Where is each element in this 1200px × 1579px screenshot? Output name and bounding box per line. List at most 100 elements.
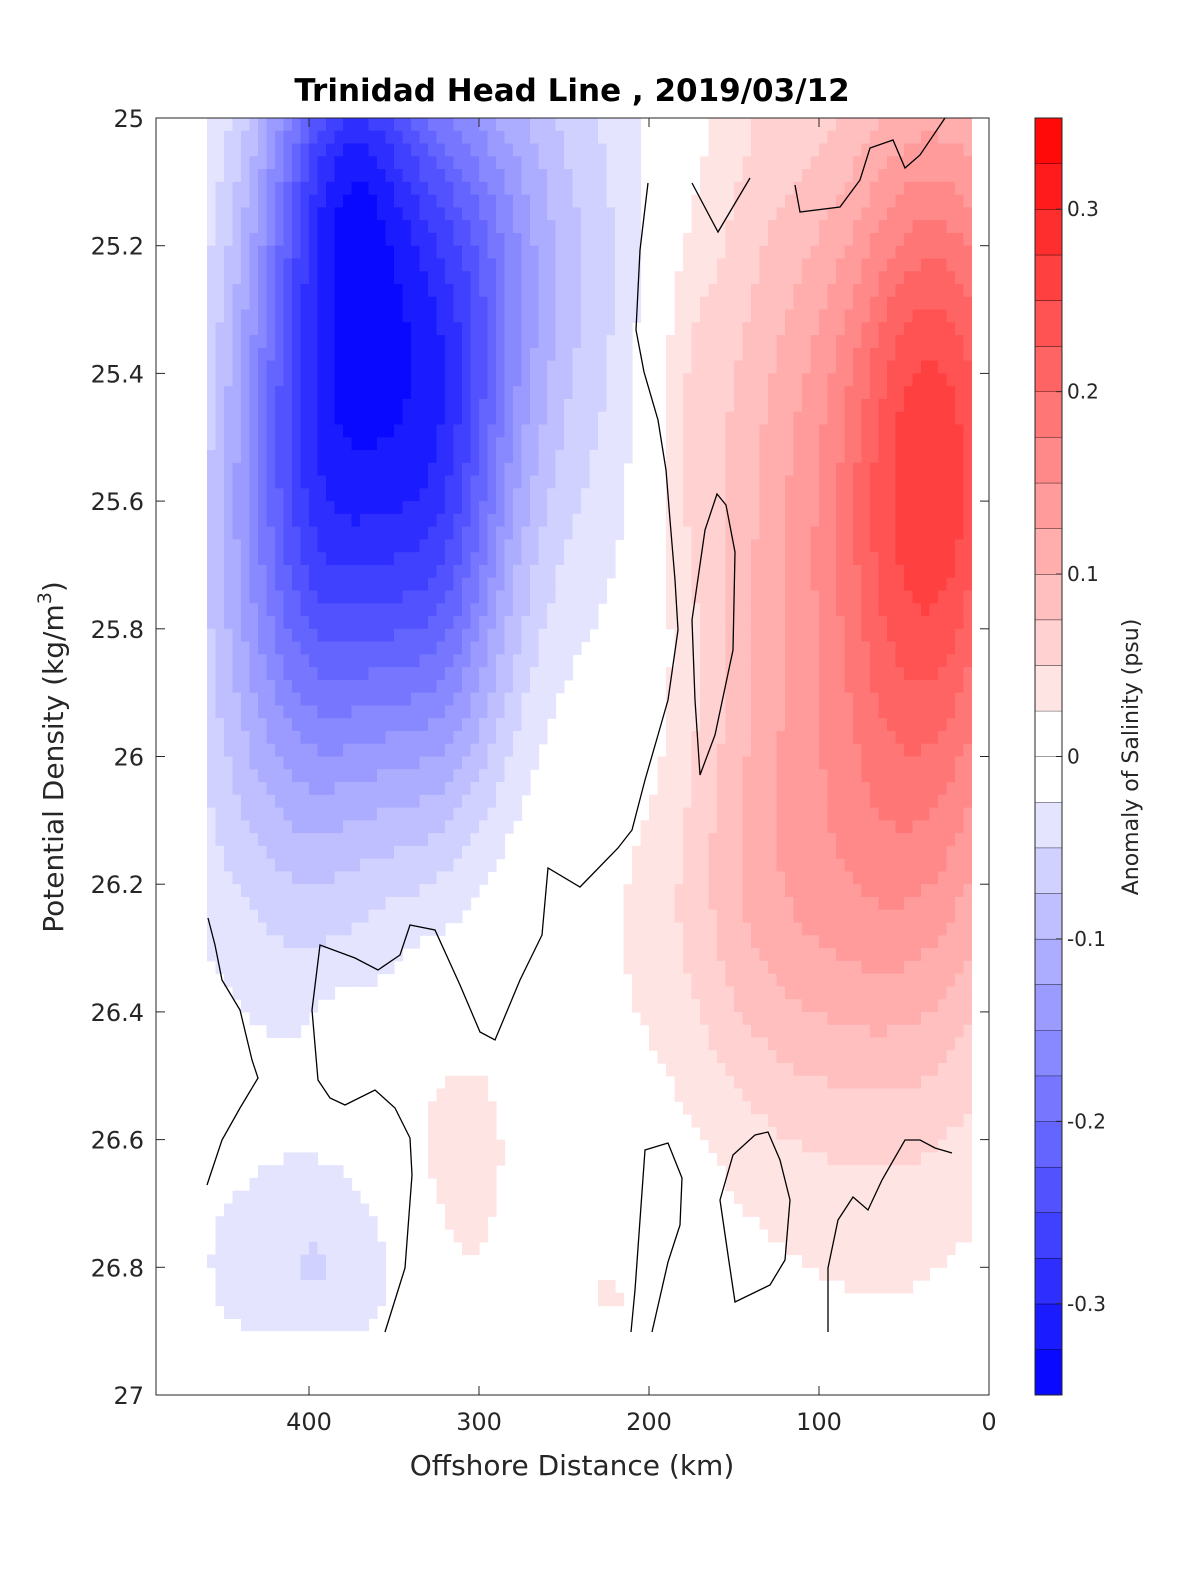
heatmap-cell [266,948,276,962]
heatmap-cell [224,948,234,962]
heatmap-cell [487,654,497,668]
heatmap-cell [700,169,710,183]
heatmap-cell [657,1024,667,1039]
heatmap-cell [309,1203,319,1217]
heatmap-cell [334,1165,344,1179]
heatmap-cell [224,552,234,566]
heatmap-cell [317,871,327,885]
heatmap-cell [351,603,361,617]
heatmap-cell [751,999,761,1013]
heatmap-cell [555,475,565,489]
heatmap-cell [521,603,531,617]
heatmap-cell [207,309,217,323]
heatmap-cell [462,1152,472,1166]
heatmap-cell [462,743,472,758]
heatmap-cell [411,271,421,285]
heatmap-cell [785,411,795,426]
heatmap-cell [547,437,557,451]
heatmap-cell [241,437,251,451]
heatmap-cell [734,935,744,949]
heatmap-cell [428,360,438,374]
heatmap-cell [717,730,727,745]
heatmap-cell [657,858,667,873]
heatmap-cell [283,935,293,949]
heatmap-cell [598,564,608,579]
heatmap-cell [581,258,591,272]
heatmap-cell [530,398,540,413]
heatmap-cell [300,756,310,770]
heatmap-cell [334,743,344,758]
heatmap-cell [649,845,659,860]
heatmap-cell [734,398,744,413]
heatmap-cell [581,424,591,438]
heatmap-cell [674,335,684,349]
heatmap-cell [343,130,353,145]
heatmap-cell [385,718,395,732]
heatmap-cell [453,1165,463,1179]
heatmap-cell [445,296,455,311]
heatmap-cell [453,373,463,387]
heatmap-cell [445,207,455,221]
heatmap-cell [292,1305,302,1319]
heatmap-cell [530,309,540,323]
heatmap-cell [334,820,344,834]
heatmap-cell [419,909,429,924]
heatmap-cell [283,373,293,387]
heatmap-cell [292,858,302,873]
heatmap-cell [368,373,378,387]
heatmap-cell [504,807,514,821]
heatmap-cell [419,462,429,477]
heatmap-cell [487,232,497,247]
heatmap-cell [768,411,778,426]
heatmap-cell [351,1318,361,1332]
heatmap-cell [683,590,693,604]
heatmap-cell [657,1011,667,1026]
heatmap-cell [581,335,591,349]
heatmap-cell [717,1037,727,1051]
heatmap-cell [394,207,404,221]
heatmap-cell [326,1165,336,1179]
heatmap-cell [734,284,744,298]
heatmap-cell [470,794,480,809]
heatmap-cell [742,730,752,745]
heatmap-cell [819,1216,829,1230]
heatmap-cell [572,603,582,617]
heatmap-cell [793,360,803,374]
heatmap-cell [470,322,480,336]
heatmap-cell [547,181,557,196]
heatmap-cell [768,462,778,477]
heatmap-cell [572,322,582,336]
heatmap-cell [241,194,251,208]
heatmap-cell [589,616,599,630]
heatmap-cell [683,743,693,758]
heatmap-cell [793,1190,803,1205]
heatmap-cell [819,603,829,617]
heatmap-cell [419,258,429,272]
heatmap-cell [785,1126,795,1141]
heatmap-cell [751,858,761,873]
heatmap-cell [802,1126,812,1141]
heatmap-cell [470,807,480,821]
heatmap-cell [258,271,268,285]
heatmap-cell [725,130,735,145]
heatmap-cell [819,820,829,834]
heatmap-cell [734,526,744,541]
heatmap-cell [232,347,242,362]
heatmap-cell [785,207,795,221]
heatmap-cell [496,450,506,464]
heatmap-cell [555,335,565,349]
heatmap-cell [258,1292,268,1307]
heatmap-cell [326,207,336,221]
heatmap-cell [402,437,412,451]
heatmap-cell [793,948,803,962]
heatmap-cell [436,450,446,464]
heatmap-cell [734,1062,744,1077]
heatmap-cell [436,220,446,234]
heatmap-cell [334,1177,344,1192]
heatmap-cell [232,1241,242,1256]
heatmap-cell [343,360,353,374]
heatmap-cell [343,628,353,643]
heatmap-cell [793,577,803,592]
heatmap-cell [368,922,378,936]
heatmap-cell [445,654,455,668]
